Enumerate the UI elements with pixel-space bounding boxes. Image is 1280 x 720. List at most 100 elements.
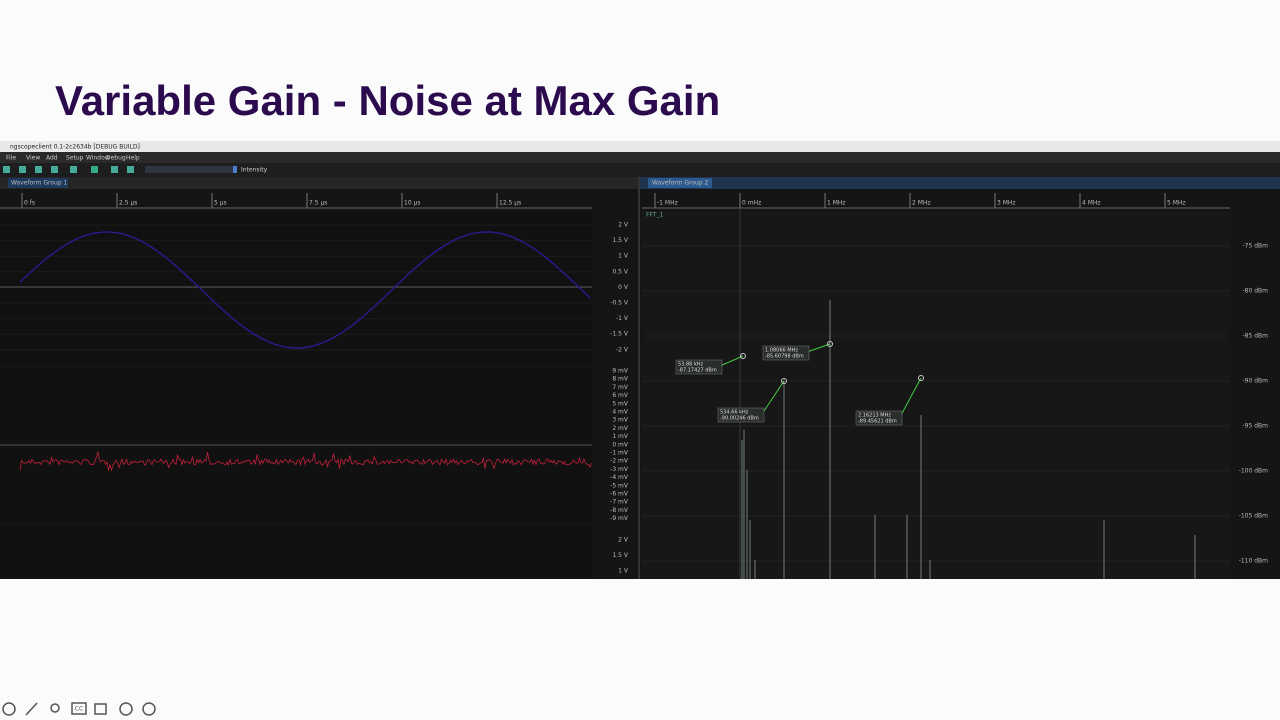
tab-right[interactable]: [648, 178, 712, 188]
marker-freq: 53.88 kHz: [678, 362, 704, 368]
menu-item[interactable]: Debug: [106, 155, 126, 162]
ch1-tick-label: 1.5 V: [612, 237, 628, 244]
zoom-button[interactable]: [50, 703, 60, 713]
ch2-tick-label: -7 mV: [610, 499, 629, 506]
marker-power: -89.45621 dBm: [858, 419, 897, 425]
ch2-tick-label: 7 mV: [612, 384, 629, 391]
ch3-tick-label: 2 V: [618, 537, 629, 544]
ch2-tick-label: -9 mV: [610, 515, 629, 522]
ch2-tick-label: -5 mV: [610, 482, 629, 489]
intensity-slider[interactable]: [145, 166, 235, 173]
ch1-plot: [0, 211, 592, 365]
ch3-plot: [0, 525, 592, 579]
ch2-tick-label: 8 mV: [612, 376, 629, 383]
more-button[interactable]: [119, 702, 133, 716]
ch1-tick-label: -2 V: [616, 346, 629, 353]
toolbar-button[interactable]: [35, 166, 42, 173]
ch2-tick-label: -2 mV: [610, 458, 629, 465]
ch3-tick-label: 1 V: [618, 568, 629, 575]
toolbar-button[interactable]: [51, 166, 58, 173]
toolbar: [0, 163, 1280, 177]
toolbar-button[interactable]: [19, 166, 26, 173]
freq-tick-label: 0 mHz: [742, 200, 761, 207]
ch2-tick-label: 2 mV: [612, 425, 629, 432]
time-tick-label: 5 µs: [214, 200, 227, 207]
ch1-waveform: [19, 231, 591, 349]
camera-button[interactable]: [94, 703, 107, 715]
marker-freq: 2.16213 MHz: [858, 413, 891, 419]
ch2-tick-label: 3 mV: [612, 417, 629, 424]
time-tick-label: 2.5 µs: [119, 200, 137, 207]
marker-point: [827, 341, 833, 347]
tab-left[interactable]: [8, 178, 68, 188]
fft-plot: [642, 211, 1230, 579]
toolbar-button[interactable]: [127, 166, 134, 173]
captions-button[interactable]: [71, 702, 87, 715]
toolbar-label: Intensity: [241, 167, 268, 174]
freq-tick-label: 1 MHz: [827, 200, 846, 207]
time-tick-label: 10 µs: [404, 200, 421, 207]
tab-left-label: Waveform Group 1: [11, 180, 68, 187]
marker-power: -90.00246 dBm: [720, 416, 759, 422]
time-tick-label: 12.5 µs: [499, 200, 521, 207]
captions-label: CC: [75, 706, 83, 713]
time-tick-label: 0 fs: [24, 200, 35, 207]
dbm-tick-label: -110 dBm: [1239, 558, 1268, 565]
player-controls: [2, 702, 156, 716]
slider-thumb[interactable]: [233, 166, 237, 173]
menu-item[interactable]: Help: [126, 155, 140, 162]
ch2-tick-label: -1 mV: [610, 450, 629, 457]
ch2-tick-label: 9 mV: [612, 368, 629, 375]
toolbar-button[interactable]: [91, 166, 98, 173]
marker-power: -87.17427 dBm: [678, 368, 717, 374]
marker-box: [675, 359, 723, 375]
dbm-tick-label: -105 dBm: [1239, 513, 1268, 520]
dbm-tick-label: -75 dBm: [1243, 243, 1269, 250]
marker-leader: [719, 355, 744, 367]
freq-tick-label: -1 MHz: [657, 200, 678, 207]
ch1-tick-label: -1 V: [616, 315, 629, 322]
ch2-tick-label: -4 mV: [610, 474, 629, 481]
title-bar: [0, 141, 1280, 152]
freq-tick-label: 2 MHz: [912, 200, 931, 207]
next-button[interactable]: [142, 702, 156, 716]
marker-box: [717, 407, 765, 423]
ch1-tick-label: 2 V: [618, 222, 629, 229]
marker-leader: [899, 377, 922, 418]
menu-item[interactable]: Add: [46, 155, 58, 162]
menu-item[interactable]: View: [26, 155, 40, 162]
menu-item[interactable]: Window: [86, 155, 110, 162]
dbm-tick-label: -100 dBm: [1239, 468, 1268, 475]
dbm-tick-label: -80 dBm: [1243, 288, 1269, 295]
tab-bar-right: [640, 177, 1280, 189]
marker-box: [762, 345, 810, 361]
marker-point: [781, 378, 787, 384]
freq-tick-label: 4 MHz: [1082, 200, 1101, 207]
freq-tick-label: 5 MHz: [1167, 200, 1186, 207]
toolbar-button[interactable]: [70, 166, 77, 173]
ch1-tick-label: 0.5 V: [612, 268, 628, 275]
marker-box: [855, 410, 903, 426]
tab-right-label: Waveform Group 2: [652, 180, 709, 187]
menu-bar: [0, 152, 1280, 163]
toolbar-button[interactable]: [111, 166, 118, 173]
dbm-tick-label: -95 dBm: [1243, 423, 1269, 430]
menu-item[interactable]: Setup: [66, 155, 84, 162]
ch2-tick-label: 4 mV: [612, 409, 629, 416]
menu-item[interactable]: File: [6, 155, 16, 162]
ch2-tick-label: 6 mV: [612, 392, 629, 399]
marker-leader: [761, 380, 785, 415]
ch2-waveform: [19, 451, 592, 472]
ch2-tick-label: 1 mV: [612, 433, 629, 440]
ch1-tick-label: 0 V: [618, 284, 629, 291]
marker-point: [740, 353, 746, 359]
pen-button[interactable]: [25, 702, 38, 716]
ch3-tick-label: 1.5 V: [612, 552, 628, 559]
ch2-tick-label: 0 mV: [612, 441, 629, 448]
back-button[interactable]: [2, 702, 16, 716]
toolbar-button[interactable]: [3, 166, 10, 173]
splitter: [638, 177, 640, 579]
marker-freq: 534.66 kHz: [720, 410, 749, 416]
